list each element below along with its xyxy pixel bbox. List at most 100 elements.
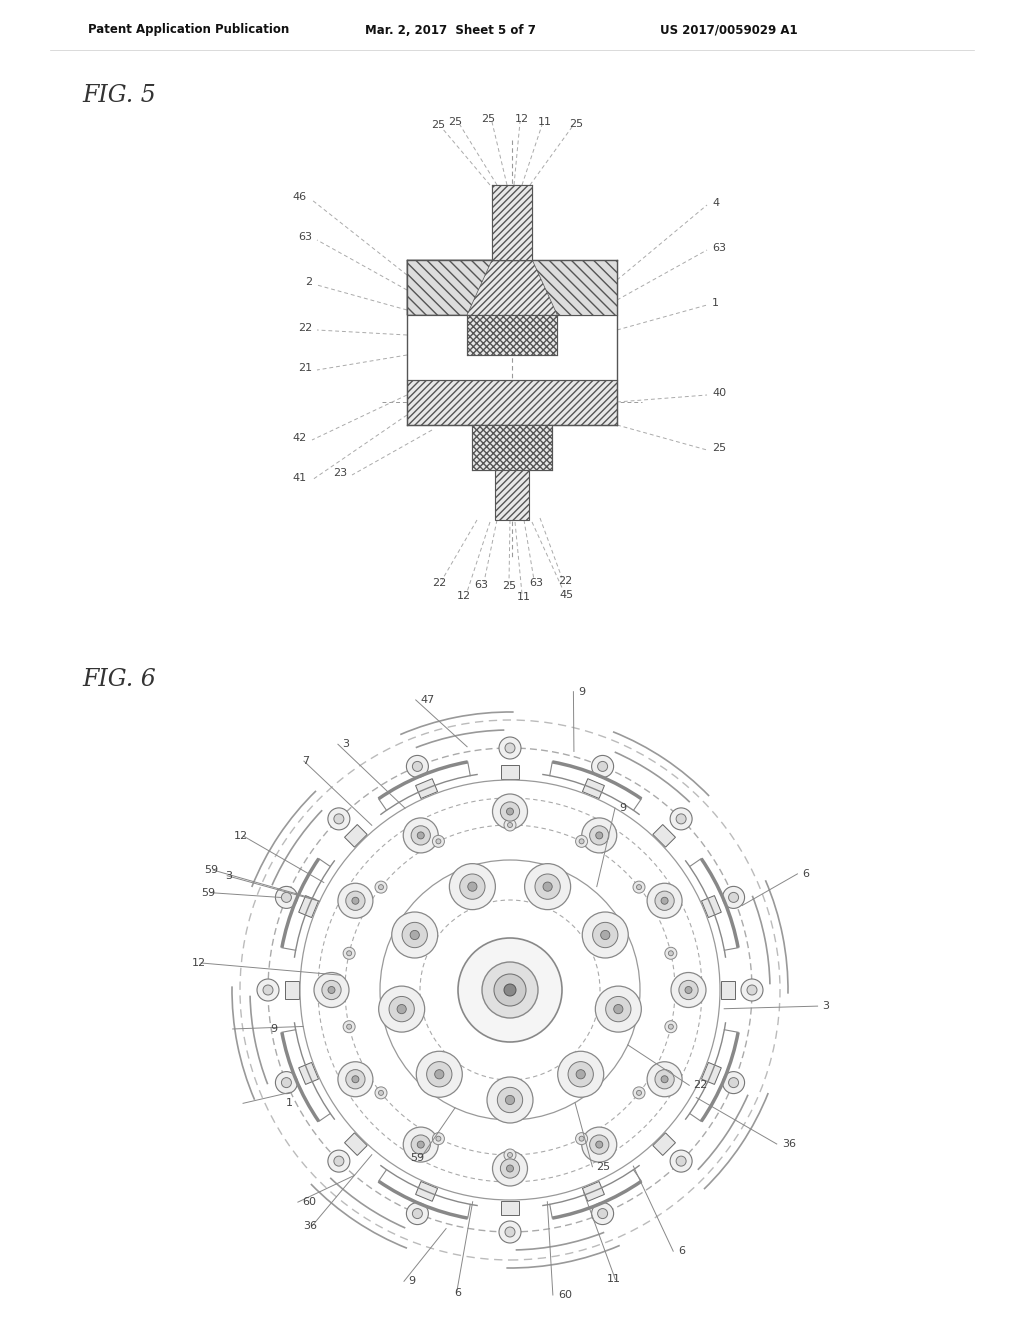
Bar <box>501 766 519 779</box>
Circle shape <box>403 1127 438 1162</box>
Text: 63: 63 <box>474 579 488 590</box>
Text: Patent Application Publication: Patent Application Publication <box>88 24 289 37</box>
Circle shape <box>535 874 560 899</box>
Circle shape <box>263 985 273 995</box>
Circle shape <box>346 891 365 911</box>
Circle shape <box>596 1140 603 1148</box>
Bar <box>501 1201 519 1214</box>
Circle shape <box>501 1159 519 1179</box>
Circle shape <box>595 986 641 1032</box>
Text: 12: 12 <box>515 114 529 124</box>
Circle shape <box>379 1090 384 1096</box>
Circle shape <box>543 882 552 891</box>
Circle shape <box>508 822 512 828</box>
Text: 12: 12 <box>234 832 248 841</box>
Bar <box>344 1133 368 1155</box>
Circle shape <box>665 1020 677 1032</box>
Text: 11: 11 <box>606 1274 621 1284</box>
Polygon shape <box>532 260 617 315</box>
Text: 1: 1 <box>712 298 719 308</box>
Circle shape <box>613 1005 623 1014</box>
Circle shape <box>506 1096 515 1105</box>
Text: 3: 3 <box>225 871 232 880</box>
Circle shape <box>413 762 422 771</box>
Circle shape <box>662 1076 668 1082</box>
Circle shape <box>598 1209 607 1218</box>
Circle shape <box>413 1209 422 1218</box>
Text: 36: 36 <box>781 1139 796 1148</box>
Circle shape <box>343 948 355 960</box>
Text: 60: 60 <box>302 1197 315 1206</box>
Bar <box>701 895 721 917</box>
Circle shape <box>655 1069 674 1089</box>
Text: 40: 40 <box>712 388 726 399</box>
Circle shape <box>583 912 629 958</box>
Circle shape <box>347 1024 351 1030</box>
Circle shape <box>334 814 344 824</box>
Circle shape <box>468 882 477 891</box>
Circle shape <box>314 973 349 1007</box>
Circle shape <box>432 836 444 847</box>
Text: 22: 22 <box>298 323 312 333</box>
Bar <box>721 981 735 999</box>
Circle shape <box>558 1051 604 1097</box>
Text: 36: 36 <box>303 1221 317 1232</box>
Circle shape <box>676 814 686 824</box>
Circle shape <box>729 1077 738 1088</box>
Text: 63: 63 <box>298 232 312 242</box>
Circle shape <box>679 981 698 999</box>
Circle shape <box>407 755 428 777</box>
Text: 59: 59 <box>411 1152 425 1163</box>
Circle shape <box>397 1005 407 1014</box>
Text: 42: 42 <box>293 433 307 444</box>
Circle shape <box>605 997 631 1022</box>
Circle shape <box>257 979 279 1001</box>
Circle shape <box>633 882 645 894</box>
Circle shape <box>499 737 521 759</box>
Circle shape <box>633 1086 645 1098</box>
Text: 63: 63 <box>529 578 543 587</box>
Bar <box>299 1063 318 1085</box>
Text: 6: 6 <box>455 1288 462 1299</box>
Circle shape <box>723 887 744 908</box>
Text: 47: 47 <box>421 694 435 705</box>
Text: 12: 12 <box>193 958 206 968</box>
Text: 45: 45 <box>560 590 574 601</box>
Circle shape <box>590 826 609 845</box>
Circle shape <box>411 826 430 845</box>
Circle shape <box>665 948 677 960</box>
Bar <box>299 895 318 917</box>
Text: FIG. 5: FIG. 5 <box>82 83 156 107</box>
Circle shape <box>275 887 297 908</box>
Text: 63: 63 <box>712 243 726 253</box>
Text: 25: 25 <box>481 114 495 124</box>
Text: 3: 3 <box>342 739 349 750</box>
Circle shape <box>450 863 496 909</box>
Bar <box>653 825 676 847</box>
Circle shape <box>596 832 603 840</box>
Circle shape <box>580 838 584 843</box>
Text: 25: 25 <box>596 1162 610 1172</box>
Circle shape <box>729 892 738 903</box>
Bar <box>653 1133 676 1155</box>
Text: 2: 2 <box>305 277 312 286</box>
Text: 25: 25 <box>502 581 516 591</box>
Bar <box>583 1181 604 1201</box>
Circle shape <box>347 950 351 956</box>
Circle shape <box>507 1166 513 1172</box>
Polygon shape <box>467 315 557 355</box>
Text: US 2017/0059029 A1: US 2017/0059029 A1 <box>660 24 798 37</box>
Circle shape <box>501 801 519 821</box>
Circle shape <box>671 973 706 1007</box>
Circle shape <box>575 1133 588 1144</box>
Circle shape <box>427 1061 452 1086</box>
Bar <box>701 1063 721 1085</box>
Circle shape <box>647 883 682 919</box>
Circle shape <box>647 1061 682 1097</box>
Polygon shape <box>407 260 492 315</box>
Circle shape <box>411 931 420 940</box>
Circle shape <box>592 755 613 777</box>
Text: 11: 11 <box>538 117 552 127</box>
Text: 9: 9 <box>579 686 586 697</box>
Text: 25: 25 <box>569 119 583 129</box>
